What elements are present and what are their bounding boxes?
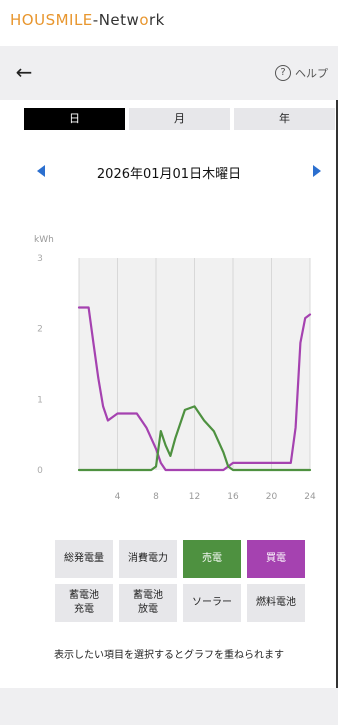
series-line-0 xyxy=(77,306,312,472)
series-toggle-button[interactable]: 蓄電池 放電 xyxy=(119,584,177,622)
instruction-note: 表示したい項目を選択するとグラフを重ねられます xyxy=(54,650,284,661)
x-tick-label: 16 xyxy=(227,492,239,502)
tab-day[interactable]: 日 xyxy=(24,108,125,130)
help-icon: ? xyxy=(275,65,291,81)
series-toggle-button[interactable]: ソーラー xyxy=(183,584,241,622)
date-label: 2026年01月01日木曜日 xyxy=(96,167,242,182)
series-toggle-button[interactable]: 燃料電池 xyxy=(247,584,305,622)
prev-day-icon[interactable] xyxy=(37,165,45,177)
series-toggle-button[interactable]: 買電 xyxy=(247,540,305,578)
x-tick-label: 12 xyxy=(189,492,200,502)
y-tick-label: 3 xyxy=(37,254,43,264)
x-tick-label: 24 xyxy=(304,492,316,502)
series-toggle-button[interactable]: 売電 xyxy=(183,540,241,578)
nav-bar: ← ? ヘルプ xyxy=(0,46,338,100)
top-bar: HOUSMILE-Network xyxy=(0,0,338,46)
x-tick-label: 4 xyxy=(115,492,121,502)
next-day-icon[interactable] xyxy=(313,165,321,177)
series-toggle-button[interactable]: 消費電力 xyxy=(119,540,177,578)
tab-month[interactable]: 月 xyxy=(129,108,230,130)
y-tick-label: 1 xyxy=(37,395,43,405)
x-tick-label: 20 xyxy=(266,492,278,502)
series-buttons: 総発電量 消費電力 売電 買電蓄電池 充電 蓄電池 放電 ソーラー 燃料電池 xyxy=(55,540,305,622)
y-tick-label: 2 xyxy=(37,325,43,335)
period-tabs: 日 月 年 xyxy=(24,108,335,130)
tab-year[interactable]: 年 xyxy=(234,108,335,130)
help-label: ヘルプ xyxy=(295,67,328,80)
help-button[interactable]: ? ヘルプ xyxy=(275,65,328,81)
series-toggle-button[interactable]: 蓄電池 充電 xyxy=(55,584,113,622)
series-line-1 xyxy=(77,405,312,472)
back-arrow-icon[interactable]: ← xyxy=(15,60,33,84)
y-tick-label: 0 xyxy=(37,466,43,476)
series-toggle-button[interactable]: 総発電量 xyxy=(55,540,113,578)
y-unit-label: kWh xyxy=(34,235,54,245)
brand-logo: HOUSMILE-Network xyxy=(10,11,165,29)
date-navigator: 2026年01月01日木曜日 xyxy=(0,160,338,184)
x-tick-label: 8 xyxy=(153,492,159,502)
footer-bar xyxy=(0,688,338,725)
